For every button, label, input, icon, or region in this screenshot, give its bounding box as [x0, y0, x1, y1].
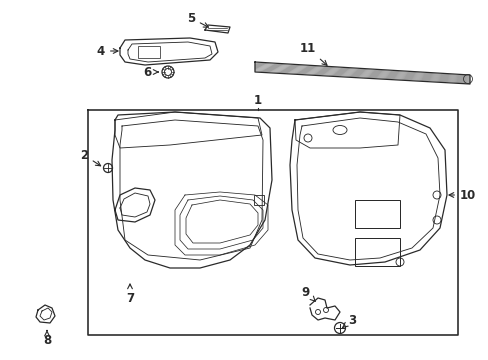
Text: 8: 8 — [43, 330, 51, 346]
Text: 4: 4 — [97, 45, 118, 58]
Text: 11: 11 — [299, 41, 326, 65]
Text: 2: 2 — [80, 149, 101, 166]
Text: 3: 3 — [342, 314, 355, 327]
Text: 1: 1 — [253, 94, 262, 107]
Text: 5: 5 — [186, 12, 208, 27]
Text: 10: 10 — [448, 189, 475, 202]
Text: 7: 7 — [126, 284, 134, 305]
Text: 9: 9 — [301, 285, 315, 301]
Text: 6: 6 — [143, 66, 158, 78]
